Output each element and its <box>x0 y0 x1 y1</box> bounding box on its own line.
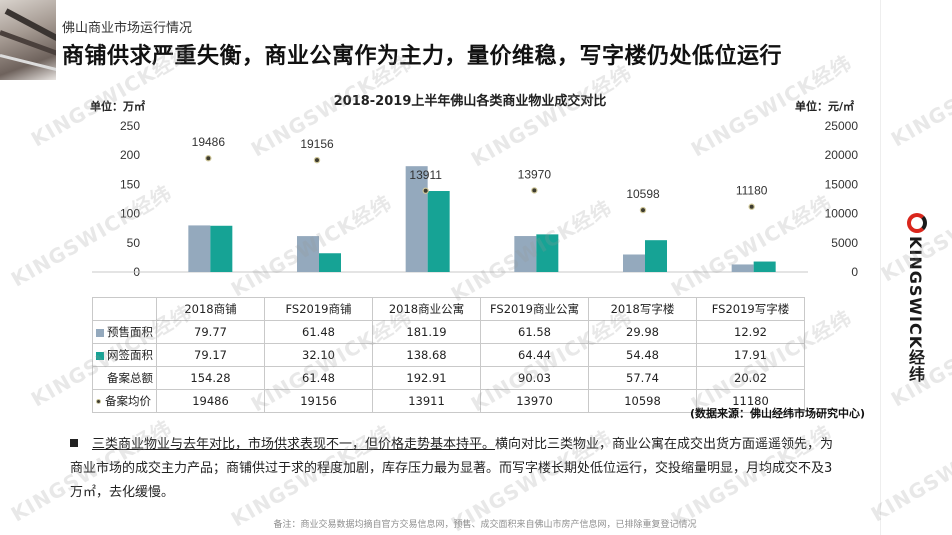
table-corner <box>92 297 157 321</box>
category-label: 2018写字楼 <box>588 297 697 321</box>
bar-signed <box>536 234 559 272</box>
table-row: 备案均价 19486 19156 13911 13970 10598 11180 <box>92 389 805 413</box>
legend-label: 预售面积 <box>107 325 153 339</box>
table-cell: 11180 <box>696 389 805 413</box>
legend-swatch-icon <box>96 328 104 337</box>
table-cell: 19156 <box>264 389 373 413</box>
legend-entry: 网签面积 <box>92 343 157 367</box>
bar-presale <box>188 225 211 272</box>
price-data-label: 13911 <box>409 168 442 182</box>
table-cell: 10598 <box>588 389 697 413</box>
section-label: 佛山商业市场运行情况 <box>62 21 193 36</box>
category-label: FS2019商铺 <box>264 297 373 321</box>
price-point <box>205 155 212 162</box>
table-row: 网签面积 79.17 32.10 138.68 64.44 54.48 17.91 <box>92 343 805 367</box>
y-right-tick-label: 20000 <box>825 148 859 162</box>
table-cell: 64.44 <box>480 343 589 367</box>
bar-presale <box>731 264 754 272</box>
legend-label: 网签面积 <box>107 348 153 362</box>
table-cell: 138.68 <box>372 343 481 367</box>
data-table: 2018商铺 FS2019商铺 2018商业公寓 FS2019商业公寓 2018写字楼 F… <box>92 297 805 413</box>
summary-highlight: 三类商业物业与去年对比，市场供求表现不一，但价格走势基本持平。 <box>92 437 496 452</box>
bar-signed <box>319 253 341 272</box>
price-point <box>531 187 538 194</box>
table-cell: 32.10 <box>264 343 373 367</box>
y-left-tick-label: 150 <box>120 177 140 191</box>
y-left-tick-label: 250 <box>120 119 140 133</box>
table-cell: 154.28 <box>156 366 265 390</box>
price-data-label: 11180 <box>736 184 768 198</box>
table-cell: 192.91 <box>372 366 481 390</box>
left-axis-unit: 单位：万㎡ <box>90 100 145 113</box>
table-cell: 57.74 <box>588 366 697 390</box>
brand-logo: KINGSWICK经纬 <box>895 210 935 390</box>
page-title: 商铺供求严重失衡，商业公寓作为主力，量价维稳，写字楼仍处低位运行 <box>62 44 783 69</box>
summary-paragraph: 三类商业物业与去年对比，市场供求表现不一，但价格走势基本持平。横向对比三类物业，… <box>70 433 840 505</box>
table-cell: 17.91 <box>696 343 805 367</box>
table-cell: 61.58 <box>480 320 589 344</box>
bar-signed <box>427 191 450 272</box>
table-cell: 79.17 <box>156 343 265 367</box>
table-cell: 79.77 <box>156 320 265 344</box>
price-point <box>422 187 429 194</box>
legend-swatch-icon <box>96 351 104 360</box>
y-right-tick-label: 25000 <box>825 119 859 133</box>
legend-dot-icon <box>96 399 101 404</box>
footnote: 备注：商业交易数据均摘自官方交易信息网，预售、成交面积来自佛山市房产信息网，已排… <box>273 520 697 530</box>
table-row: 预售面积 79.77 61.48 181.19 61.58 29.98 12.92 <box>92 320 805 344</box>
y-left-tick-label: 100 <box>120 207 140 221</box>
price-data-label: 10598 <box>626 187 660 201</box>
category-label: 2018商业公寓 <box>372 297 481 321</box>
summary-body: 横向对比三类物业，商业公寓在成交出货方面遥遥领先，为商业市场的成交主力产品；商铺… <box>70 437 834 500</box>
price-data-label: 19156 <box>300 137 334 151</box>
table-cell: 13970 <box>480 389 589 413</box>
bar-presale <box>405 166 428 272</box>
table-cell: 181.19 <box>372 320 481 344</box>
table-cell: 12.92 <box>696 320 805 344</box>
source-note: (数据来源：佛山经纬市场研究中心) <box>690 407 866 420</box>
bar-presale <box>297 236 319 272</box>
legend-label: 备案均价 <box>105 394 151 408</box>
price-point <box>313 156 321 164</box>
table-cell: 29.98 <box>588 320 697 344</box>
bar-signed <box>210 225 233 272</box>
table-cell: 90.03 <box>480 366 589 390</box>
legend-label: 备案总额 <box>107 371 153 385</box>
bar-presale <box>514 236 537 272</box>
kingswick-logo-icon <box>904 210 927 233</box>
table-cell: 13911 <box>372 389 481 413</box>
bar-presale <box>623 254 645 272</box>
category-label: 2018商铺 <box>156 297 265 321</box>
y-right-tick-label: 0 <box>851 265 858 279</box>
table-row: 备案总额 154.28 61.48 192.91 90.03 57.74 20.02 <box>92 366 805 390</box>
header-photo <box>0 0 56 80</box>
table-cell: 20.02 <box>696 366 805 390</box>
brand-logo-text: KINGSWICK经纬 <box>906 236 925 384</box>
brand-sidebar: KINGSWICK经纬 <box>880 0 952 535</box>
y-left-tick-label: 50 <box>127 236 141 250</box>
price-point <box>639 206 647 214</box>
price-point <box>748 203 755 210</box>
price-data-label: 19486 <box>192 135 226 149</box>
table-cell: 61.48 <box>264 366 373 390</box>
table-cell: 54.48 <box>588 343 697 367</box>
legend-entry: 备案均价 <box>92 389 157 413</box>
bar-signed <box>753 261 776 272</box>
y-right-tick-label: 10000 <box>825 207 859 221</box>
legend-entry: 预售面积 <box>92 320 157 344</box>
y-left-tick-label: 200 <box>120 148 140 162</box>
y-right-tick-label: 15000 <box>825 177 859 191</box>
y-right-tick-label: 5000 <box>831 236 858 250</box>
category-label: FS2019商业公寓 <box>480 297 589 321</box>
price-data-label: 13970 <box>518 167 552 181</box>
chart-title: 2018-2019上半年佛山各类商业物业成交对比 <box>333 94 607 109</box>
table-cell: 61.48 <box>264 320 373 344</box>
bar-signed <box>645 240 667 272</box>
bullet-icon <box>70 439 78 447</box>
legend-entry: 备案总额 <box>92 366 157 390</box>
table-cell: 19486 <box>156 389 265 413</box>
category-label: FS2019写字楼 <box>696 297 805 321</box>
right-axis-unit: 单位：元/㎡ <box>795 100 855 113</box>
